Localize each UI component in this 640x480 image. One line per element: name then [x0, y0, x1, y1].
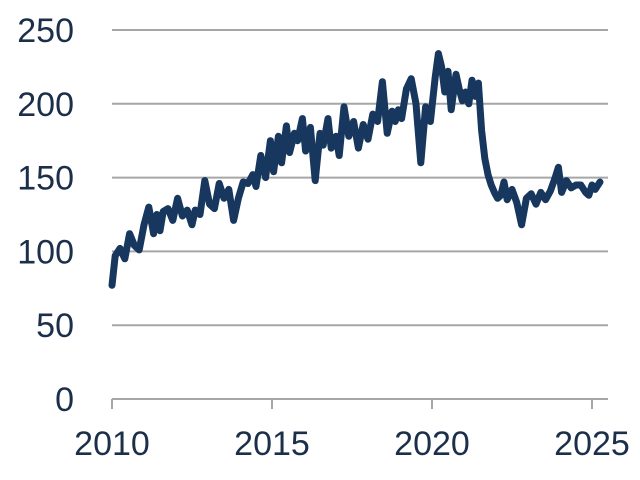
series-lines [108, 50, 604, 289]
grid-lines [112, 29, 608, 327]
x-tick-label: 2020 [394, 425, 470, 463]
y-tick-label: 50 [36, 307, 74, 345]
y-tick-label: 150 [17, 160, 74, 198]
y-tick-label: 200 [17, 86, 74, 124]
x-tick-label: 2025 [554, 425, 630, 463]
series-line-0 [108, 50, 604, 289]
axes [111, 398, 608, 409]
x-tick-label: 2010 [74, 425, 150, 463]
y-tick-label: 100 [17, 233, 74, 271]
y-tick-label: 0 [55, 381, 74, 419]
x-tick-labels: 2010 2015 2020 2025 [74, 425, 630, 463]
x-tick-label: 2015 [234, 425, 310, 463]
y-tick-labels: 0 50 100 150 200 250 [17, 12, 74, 419]
y-tick-label: 250 [17, 12, 74, 50]
